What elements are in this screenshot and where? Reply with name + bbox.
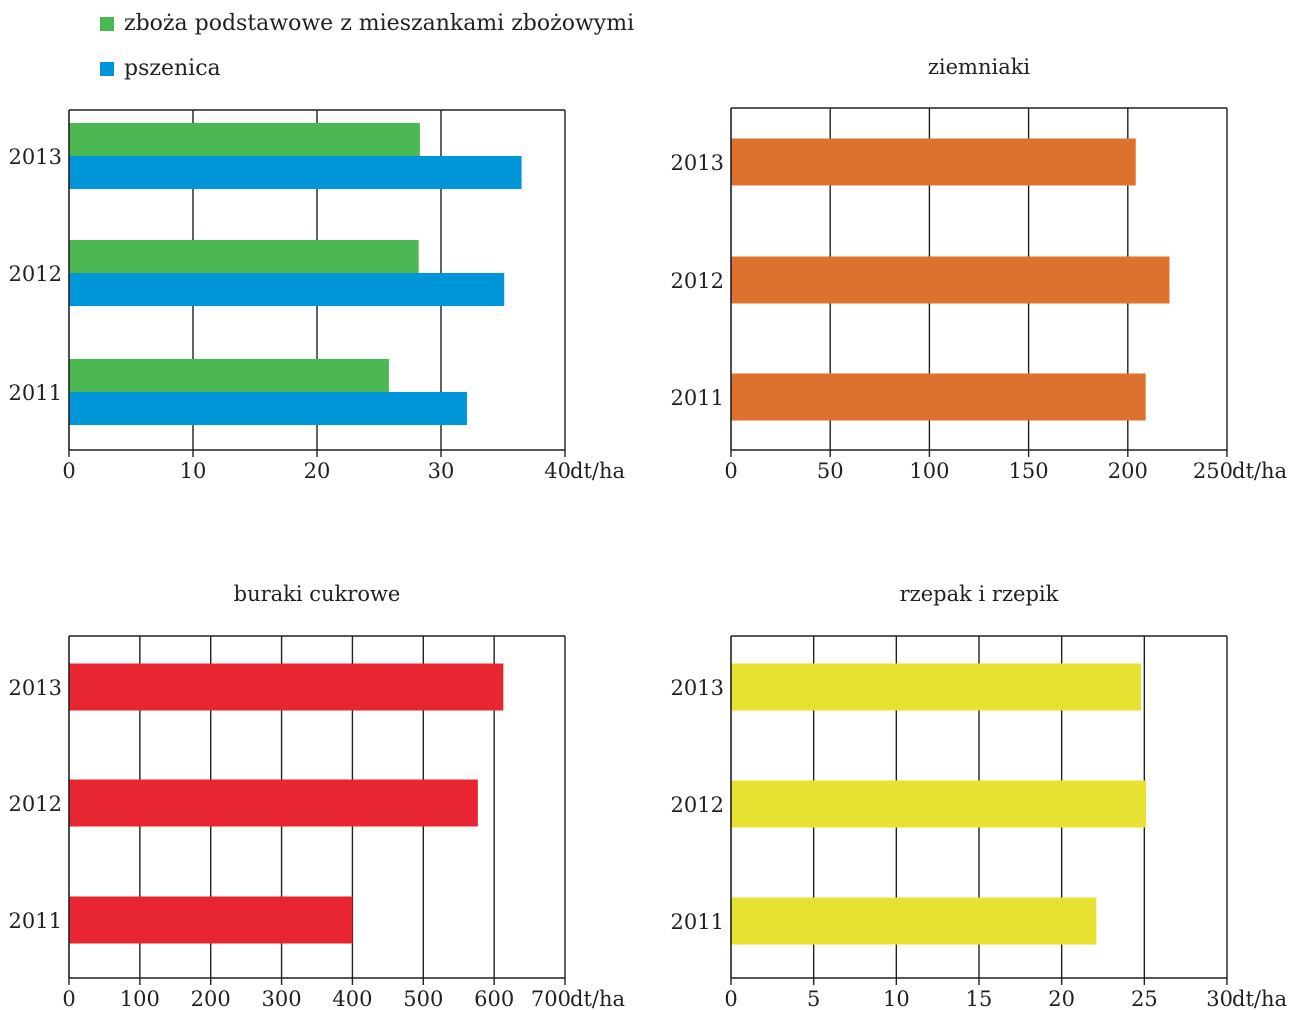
category-label: 2013	[9, 676, 62, 700]
tick-label: 500	[403, 987, 443, 1010]
tick-label: 30	[1206, 987, 1233, 1010]
legend-swatch	[100, 17, 114, 31]
tick-label: 100	[909, 459, 949, 483]
axis-unit-label: dt/ha	[570, 987, 625, 1010]
tick-label: 5	[807, 987, 820, 1010]
tick-label: 700	[531, 987, 571, 1010]
tick-label: 10	[180, 459, 207, 483]
legend: zboża podstawowe z mieszankami zbożowymi…	[100, 11, 634, 81]
bar	[69, 896, 353, 944]
tick-label: 0	[724, 987, 737, 1010]
chart-title: buraki cukrowe	[234, 582, 401, 606]
tick-label: 15	[966, 987, 993, 1010]
chart-panel: 2013 2012 2011 0 10 20 30 40 dt/ha	[9, 109, 625, 483]
bar	[69, 392, 468, 425]
tick-label: 20	[1048, 987, 1075, 1010]
category-label: 2013	[9, 145, 62, 169]
category-label: 2011	[671, 386, 724, 410]
tick-label: 25	[1131, 987, 1158, 1010]
bar	[69, 663, 504, 711]
category-label: 2011	[9, 909, 62, 933]
tick-label: 400	[332, 987, 372, 1010]
bar	[69, 123, 420, 156]
legend-swatch	[100, 62, 114, 76]
tick-label: 300	[262, 987, 302, 1010]
bar	[69, 779, 478, 827]
chart-title: rzepak i rzepik	[900, 582, 1059, 606]
bar	[69, 273, 505, 306]
bar	[731, 373, 1146, 421]
bar	[69, 359, 389, 392]
legend-item: zboża podstawowe z mieszankami zbożowymi	[100, 11, 634, 36]
tick-label: 30	[428, 459, 455, 483]
category-label: 2012	[671, 793, 724, 817]
chart-title: ziemniaki	[928, 55, 1031, 79]
tick-label: 10	[883, 987, 910, 1010]
bar	[69, 156, 522, 189]
chart-panel: ziemniaki 2013 2012 2011 0 50 100 150 200 250 dt/h…	[671, 55, 1287, 483]
category-label: 2011	[9, 381, 62, 405]
chart-panel: rzepak i rzepik 2013 2012 2011 0 5 10 15 20 25 30 d…	[671, 582, 1287, 1010]
tick-label: 150	[1009, 459, 1049, 483]
category-label: 2012	[671, 269, 724, 293]
legend-item: pszenica	[100, 56, 221, 81]
tick-label: 250	[1193, 459, 1233, 483]
tick-label: 0	[724, 459, 737, 483]
tick-label: 50	[817, 459, 844, 483]
legend-label: pszenica	[124, 56, 221, 81]
category-label: 2013	[671, 676, 724, 700]
category-label: 2012	[9, 792, 62, 816]
tick-label: 20	[304, 459, 331, 483]
bar	[731, 138, 1136, 186]
tick-label: 200	[1108, 459, 1148, 483]
axis-unit-label: dt/ha	[1232, 459, 1287, 483]
tick-label: 600	[474, 987, 514, 1010]
bar	[731, 780, 1146, 828]
tick-label: 0	[62, 987, 75, 1010]
bar	[731, 663, 1142, 711]
chart-panel: buraki cukrowe 2013 2012 2011 0 100 200 300 400 5…	[9, 582, 625, 1010]
category-label: 2013	[671, 151, 724, 175]
legend-label: zboża podstawowe z mieszankami zbożowymi	[124, 11, 634, 36]
axis-unit-label: dt/ha	[570, 459, 625, 483]
category-label: 2012	[9, 262, 62, 286]
tick-label: 0	[62, 459, 75, 483]
bar	[731, 256, 1170, 304]
tick-label: 100	[120, 987, 160, 1010]
category-label: 2011	[671, 910, 724, 934]
axis-unit-label: dt/ha	[1232, 987, 1287, 1010]
bar	[69, 240, 419, 273]
bar	[731, 897, 1097, 945]
tick-label: 200	[191, 987, 231, 1010]
tick-label: 40	[544, 459, 571, 483]
